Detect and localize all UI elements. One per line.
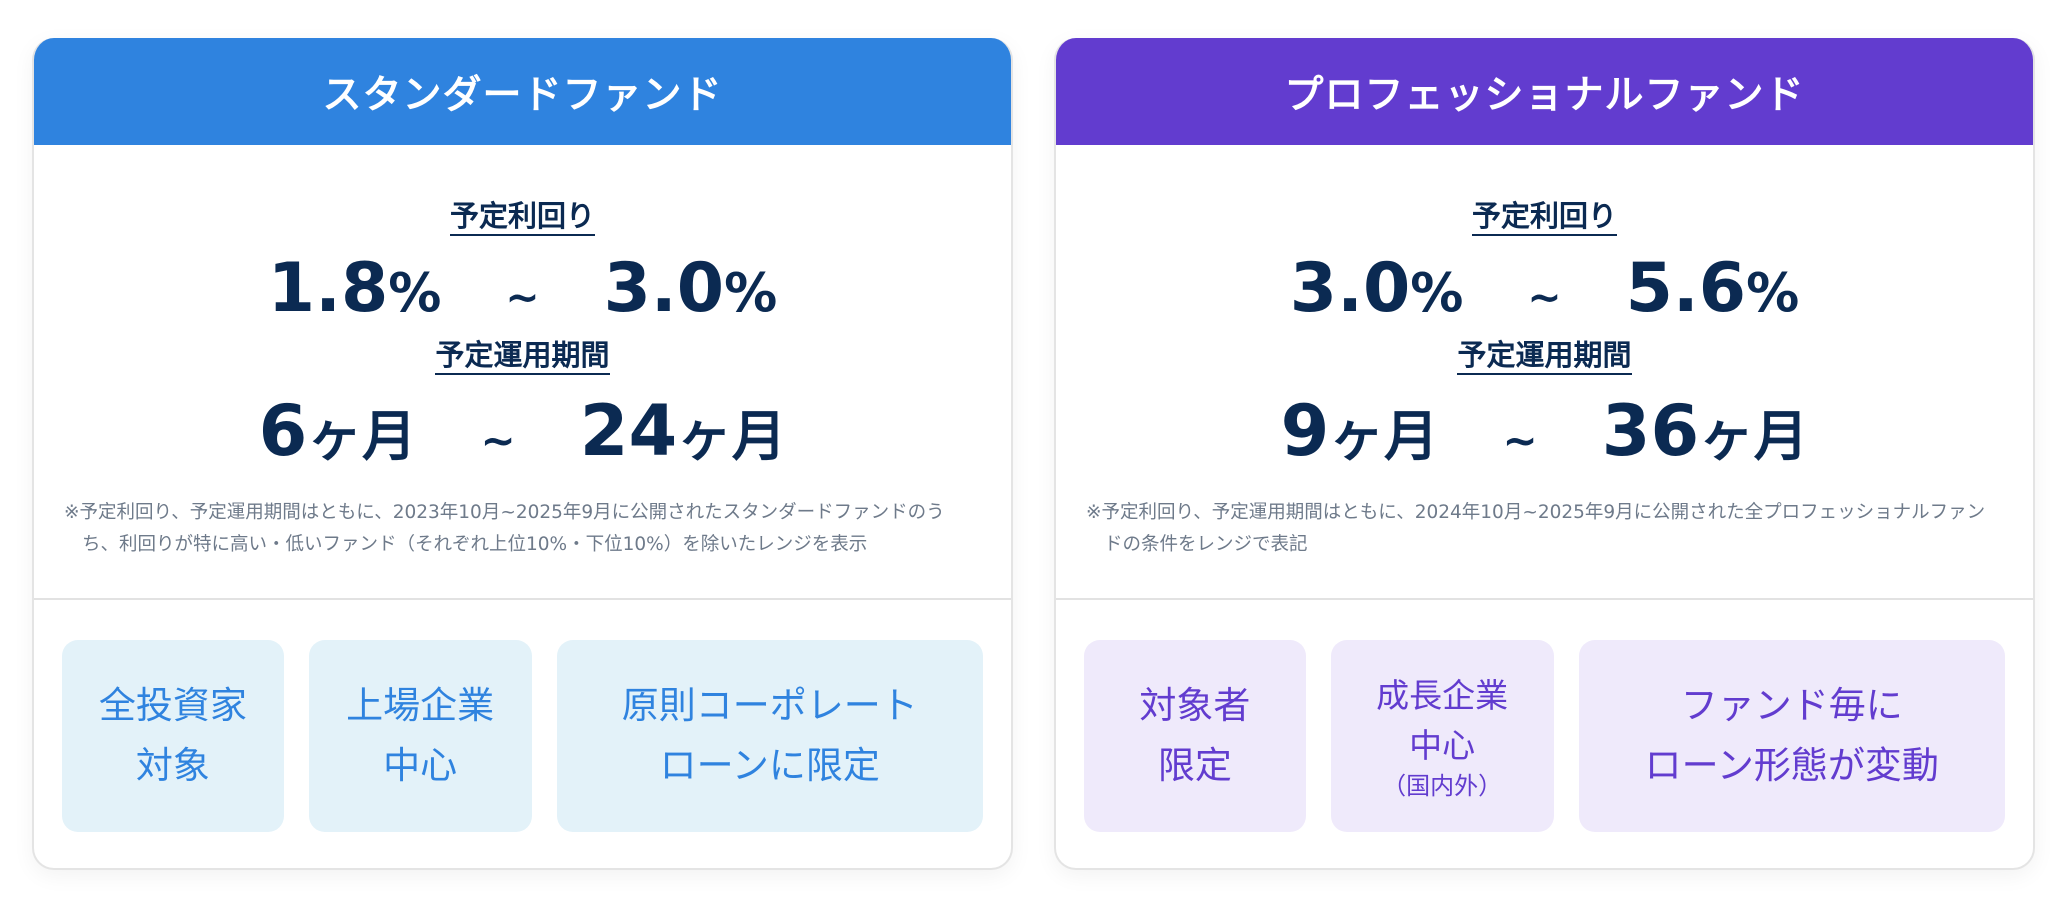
period-min: 9ヶ月 bbox=[1280, 390, 1439, 472]
range-tilde: ~ bbox=[480, 416, 516, 465]
card-metrics: 予定利回り 1.8% ~ 3.0% 予定運用期間 6ヶ月 ~ 24ヶ月 ※予定利… bbox=[34, 145, 1011, 598]
yield-range: 3.0% ~ 5.6% bbox=[1056, 240, 2033, 338]
feature-tile-investors: 対象者 限定 bbox=[1084, 640, 1306, 832]
professional-fund-card: プロフェッショナルファンド 予定利回り 3.0% ~ 5.6% 予定運用期間 9… bbox=[1054, 38, 2035, 870]
period-label: 予定運用期間 bbox=[1457, 338, 1632, 375]
yield-min: 3.0% bbox=[1289, 249, 1464, 328]
region-note: （国内外） bbox=[1382, 772, 1503, 800]
feature-tile-borrowers: 上場企業 中心 bbox=[308, 640, 532, 832]
divider bbox=[1056, 598, 2033, 600]
range-tilde: ~ bbox=[505, 273, 540, 321]
period-range: 9ヶ月 ~ 36ヶ月 bbox=[1056, 377, 2033, 485]
feature-tiles: 対象者 限定 成長企業 中心 （国内外） ファンド毎に ローン形態が変動 bbox=[1056, 600, 2033, 832]
period-max: 36ヶ月 bbox=[1601, 390, 1809, 472]
yield-range: 1.8% ~ 3.0% bbox=[34, 240, 1011, 338]
feature-tiles: 全投資家 対象 上場企業 中心 原則コーポレート ローンに限定 bbox=[34, 600, 1011, 832]
footnote: ※予定利回り、予定運用期間はともに、2023年10月~2025年9月に公開された… bbox=[64, 502, 945, 555]
divider bbox=[34, 598, 1011, 600]
yield-label: 予定利回り bbox=[449, 199, 595, 236]
feature-tile-investors: 全投資家 対象 bbox=[62, 640, 284, 832]
period-range: 6ヶ月 ~ 24ヶ月 bbox=[34, 377, 1011, 485]
yield-max: 5.6% bbox=[1625, 249, 1800, 328]
card-title: スタンダードファンド bbox=[34, 38, 1011, 145]
yield-max: 3.0% bbox=[603, 249, 778, 328]
feature-tile-loan-type: ファンド毎に ローン形態が変動 bbox=[1578, 640, 2006, 832]
feature-tile-loan-type: 原則コーポレート ローンに限定 bbox=[556, 640, 984, 832]
yield-min: 1.8% bbox=[267, 249, 442, 328]
period-min: 6ヶ月 bbox=[258, 390, 417, 472]
card-metrics: 予定利回り 3.0% ~ 5.6% 予定運用期間 9ヶ月 ~ 36ヶ月 ※予定利… bbox=[1056, 145, 2033, 598]
standard-fund-card: スタンダードファンド 予定利回り 1.8% ~ 3.0% 予定運用期間 6ヶ月 … bbox=[32, 38, 1013, 870]
range-tilde: ~ bbox=[1502, 416, 1538, 465]
period-max: 24ヶ月 bbox=[579, 390, 787, 472]
feature-tile-borrowers: 成長企業 中心 （国内外） bbox=[1330, 640, 1554, 832]
period-label: 予定運用期間 bbox=[435, 338, 610, 375]
range-tilde: ~ bbox=[1527, 273, 1562, 321]
card-title: プロフェッショナルファンド bbox=[1056, 38, 2033, 145]
yield-label: 予定利回り bbox=[1471, 199, 1617, 236]
footnote: ※予定利回り、予定運用期間はともに、2024年10月~2025年9月に公開された… bbox=[1086, 502, 1986, 555]
